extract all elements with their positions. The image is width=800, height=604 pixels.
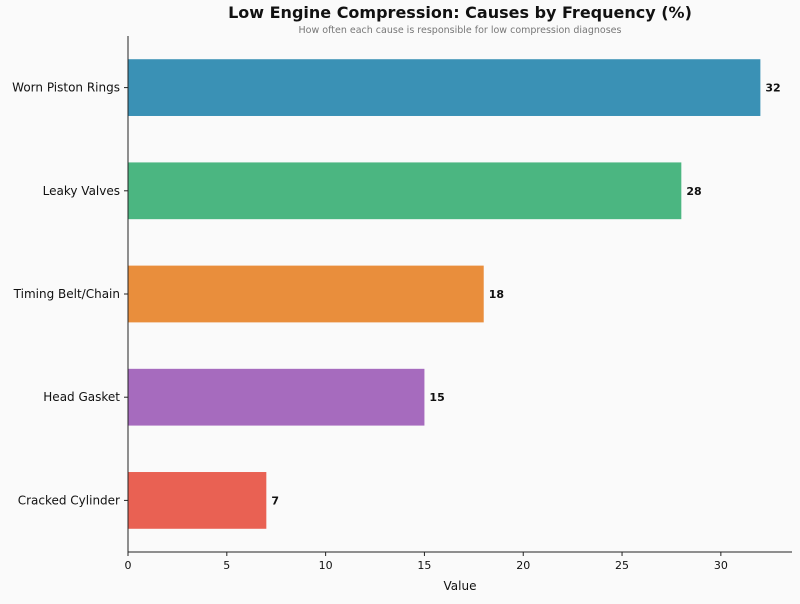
x-tick-label: 30 (714, 559, 728, 572)
bar (128, 472, 267, 529)
y-tick-label: Head Gasket (43, 390, 120, 404)
x-tick-label: 10 (319, 559, 333, 572)
chart-subtitle: How often each cause is responsible for … (299, 25, 622, 36)
x-tick-label: 5 (223, 559, 230, 572)
y-tick-label: Worn Piston Rings (12, 81, 120, 95)
x-tick-label: 15 (417, 559, 431, 572)
x-tick-label: 25 (615, 559, 629, 572)
chart-title: Low Engine Compression: Causes by Freque… (228, 3, 692, 22)
y-tick-label: Leaky Valves (43, 184, 120, 198)
data-label: 7 (271, 494, 279, 507)
bar (128, 265, 484, 323)
bar (128, 59, 761, 116)
data-label: 15 (429, 391, 444, 404)
y-tick-label: Timing Belt/Chain (13, 287, 120, 301)
bar (128, 162, 682, 220)
data-label: 28 (686, 185, 701, 198)
data-label: 32 (765, 82, 780, 95)
data-label: 18 (489, 288, 504, 301)
x-axis-label: Value (444, 579, 477, 593)
x-tick-label: 0 (125, 559, 132, 572)
bar (128, 368, 425, 426)
y-tick-label: Cracked Cylinder (18, 493, 120, 507)
x-tick-label: 20 (516, 559, 530, 572)
